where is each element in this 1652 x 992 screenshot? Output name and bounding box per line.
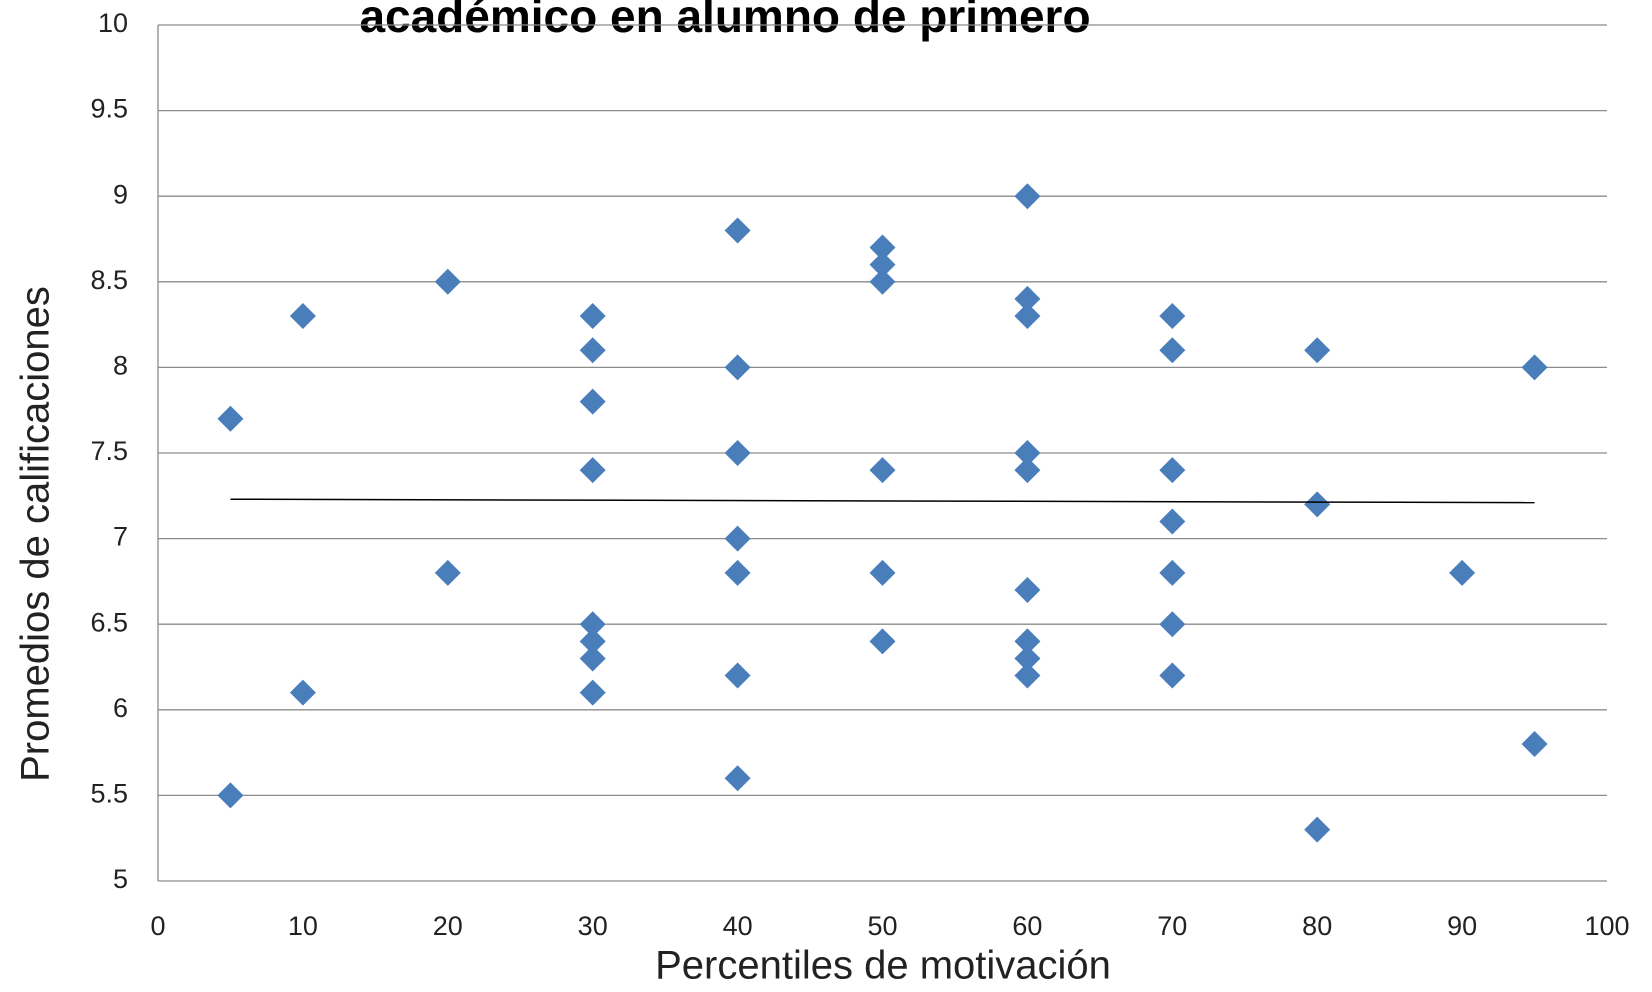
point [1521, 354, 1548, 381]
point [1014, 183, 1041, 210]
y-tick-label: 8 [113, 351, 128, 381]
y-tick-label: 9 [113, 179, 128, 209]
x-tick-label: 100 [1584, 911, 1629, 941]
x-tick-label: 80 [1302, 911, 1332, 941]
point [1014, 303, 1041, 330]
y-tick-label: 7.5 [90, 436, 128, 466]
point [869, 251, 896, 278]
y-tick-label: 5.5 [90, 779, 128, 809]
chart-title: académico en alumno de primero [359, 0, 1090, 42]
point [579, 679, 606, 706]
y-tick-label: 10 [98, 8, 128, 38]
point [869, 628, 896, 655]
point [289, 303, 316, 330]
point [869, 268, 896, 295]
point [724, 765, 751, 792]
x-tick-label: 50 [867, 911, 897, 941]
y-tick-label: 6.5 [90, 607, 128, 637]
point [1521, 731, 1548, 758]
point [1014, 457, 1041, 484]
point [579, 457, 606, 484]
y-tick-label: 9.5 [90, 94, 128, 124]
x-tick-label: 90 [1447, 911, 1477, 941]
point [1014, 440, 1041, 466]
point [724, 525, 751, 552]
point [869, 457, 896, 484]
point [579, 337, 606, 364]
point [1014, 628, 1041, 655]
point [1159, 337, 1186, 364]
x-tick-label: 20 [433, 911, 463, 941]
point [724, 662, 751, 689]
point [1159, 508, 1186, 535]
point [1304, 816, 1331, 843]
point [579, 645, 606, 672]
point [434, 268, 461, 295]
point [217, 405, 244, 432]
point [217, 782, 244, 809]
point [579, 628, 606, 655]
point [1014, 645, 1041, 672]
y-tick-label: 7 [113, 522, 128, 552]
point [1304, 337, 1331, 364]
point [869, 559, 896, 586]
point [1014, 576, 1041, 603]
point [1159, 457, 1186, 484]
point [1159, 559, 1186, 586]
point [1304, 491, 1331, 518]
point [579, 303, 606, 330]
point [724, 559, 751, 586]
point [1014, 285, 1041, 312]
x-axis-title: Percentiles de motivación [655, 944, 1111, 988]
x-tick-label: 60 [1012, 911, 1042, 941]
point [434, 559, 461, 586]
y-tick-label: 5 [113, 864, 128, 894]
x-tick-label: 40 [723, 911, 753, 941]
point [1159, 303, 1186, 330]
y-tick-label: 6 [113, 693, 128, 723]
point [1449, 559, 1476, 586]
trendline [230, 498, 1535, 504]
point [1159, 611, 1186, 638]
x-tick-label: 30 [578, 911, 608, 941]
point [579, 388, 606, 415]
point [869, 234, 896, 261]
x-tick-label: 70 [1157, 911, 1187, 941]
x-tick-label: 10 [288, 911, 318, 941]
point [579, 611, 606, 638]
point [1159, 662, 1186, 689]
x-tick-label: 0 [150, 911, 165, 941]
point [289, 679, 316, 706]
point [724, 440, 751, 466]
point [724, 354, 751, 381]
point [724, 217, 751, 244]
y-tick-label: 8.5 [90, 265, 128, 295]
y-axis-title: Promedios de calificaciones [14, 286, 58, 782]
point [1014, 662, 1041, 689]
